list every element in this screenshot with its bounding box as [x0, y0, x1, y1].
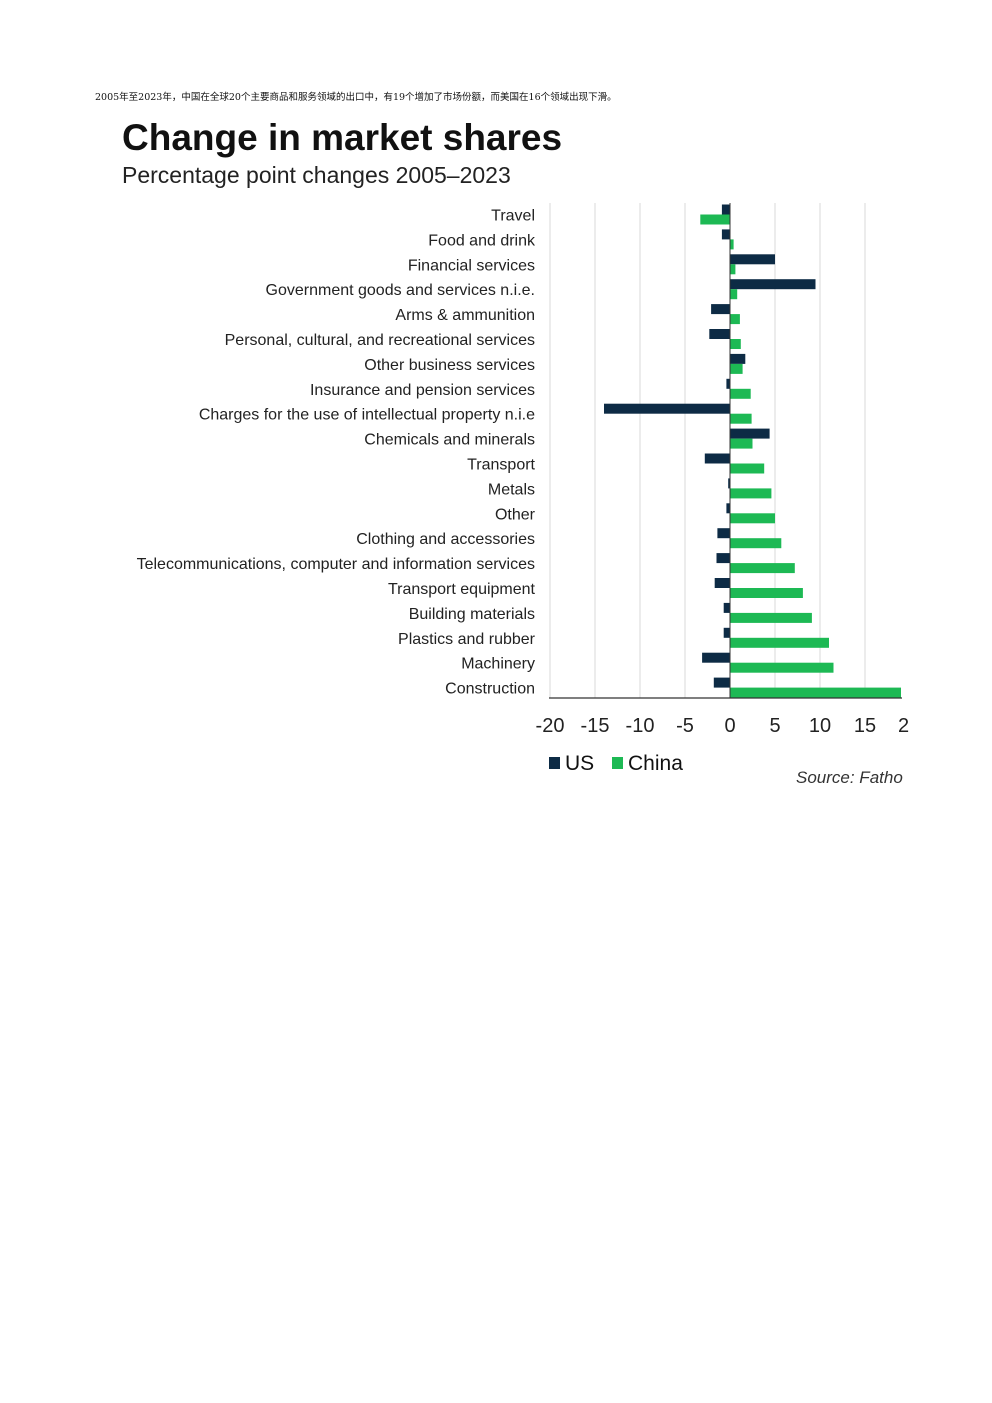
axes — [549, 203, 902, 699]
tick-labels: -20 -15 -10 -5 0 5 10 15 2 — [536, 715, 910, 737]
bar-china — [730, 488, 772, 499]
bar-us — [721, 229, 730, 240]
bar-china — [730, 388, 751, 399]
category-label: Charges for the use of intellectual prop… — [199, 407, 535, 424]
x-tick-label: -20 — [536, 715, 565, 737]
legend-swatch-china — [612, 757, 623, 769]
bar-us — [730, 353, 746, 364]
bar-us — [711, 304, 730, 315]
category-label: Government goods and services n.i.e. — [266, 282, 535, 299]
category-label: Insurance and pension services — [310, 382, 535, 399]
source-note: Source: Fatho — [796, 768, 903, 787]
legend-label-china: China — [628, 752, 683, 775]
bar-china — [730, 363, 743, 374]
bar-us — [730, 279, 816, 290]
bar-us — [723, 627, 730, 638]
category-label: Building materials — [409, 606, 535, 623]
chart-title: Change in market shares — [122, 117, 562, 158]
category-label: Metals — [488, 481, 535, 498]
bar-us — [704, 453, 730, 464]
category-label: Financial services — [408, 257, 535, 274]
bar-china — [730, 314, 740, 325]
bar-china — [730, 687, 901, 698]
bar-us — [604, 403, 730, 414]
bar-china — [730, 563, 795, 574]
bar-us — [726, 378, 730, 389]
bar-us — [730, 428, 770, 439]
x-tick-label: 15 — [854, 715, 876, 737]
category-label: Travel — [491, 208, 535, 225]
bar-china — [700, 214, 730, 225]
bar-china — [730, 438, 753, 449]
bar-china — [730, 264, 736, 275]
bar-china — [730, 413, 752, 424]
x-tick-label: -5 — [676, 715, 694, 737]
category-labels: Travel Food and drink Financial services Go… — [137, 208, 536, 698]
x-tick-label: -15 — [581, 715, 610, 737]
bar-china — [730, 538, 782, 549]
bar-china — [730, 339, 741, 349]
bar-china — [730, 289, 738, 300]
bars — [604, 204, 901, 698]
x-tick-label: 2 — [898, 715, 909, 737]
bar-us — [709, 329, 730, 339]
bar-us — [723, 602, 730, 613]
x-tick-label: 0 — [724, 715, 735, 737]
bar-us — [726, 503, 730, 514]
legend-label-us: US — [565, 752, 594, 775]
category-label: Construction — [445, 681, 535, 698]
bar-us — [717, 528, 730, 539]
category-label: Plastics and rubber — [398, 631, 536, 648]
category-label: Clothing and accessories — [356, 531, 535, 548]
legend: US China — [549, 752, 683, 775]
market-share-chart: Change in market shares Percentage point… — [122, 117, 910, 787]
category-label: Personal, cultural, and recreational ser… — [225, 332, 535, 349]
category-label: Transport — [467, 457, 535, 474]
x-tick-label: -10 — [626, 715, 655, 737]
bar-us — [721, 204, 730, 215]
bar-china — [730, 637, 829, 648]
bar-us — [714, 578, 730, 588]
bar-china — [730, 588, 803, 598]
chart-subtitle: Percentage point changes 2005–2023 — [122, 162, 511, 188]
x-tick-label: 5 — [769, 715, 780, 737]
bar-china — [730, 612, 812, 623]
bar-china — [730, 662, 834, 673]
category-label: Food and drink — [428, 232, 536, 249]
category-label: Other — [495, 506, 536, 523]
bar-china — [730, 463, 765, 474]
bar-us — [702, 652, 730, 663]
bar-us — [728, 478, 730, 489]
category-label: Machinery — [461, 656, 535, 673]
x-tick-label: 10 — [809, 715, 831, 737]
bar-us — [716, 553, 730, 564]
category-label: Transport equipment — [388, 581, 536, 598]
category-label: Other business services — [364, 357, 535, 374]
gridlines — [549, 203, 866, 698]
bar-china — [730, 239, 734, 250]
category-label: Telecommunications, computer and informa… — [137, 556, 535, 573]
legend-swatch-us — [549, 757, 560, 769]
category-label: Arms & ammunition — [395, 307, 535, 324]
bar-us — [713, 677, 730, 688]
bar-china — [730, 513, 775, 524]
bar-us — [730, 254, 775, 265]
caption-text: 2005年至2023年，中国在全球20个主要商品和服务领域的出口中，有19个增加… — [95, 92, 617, 103]
category-label: Chemicals and minerals — [364, 432, 535, 449]
